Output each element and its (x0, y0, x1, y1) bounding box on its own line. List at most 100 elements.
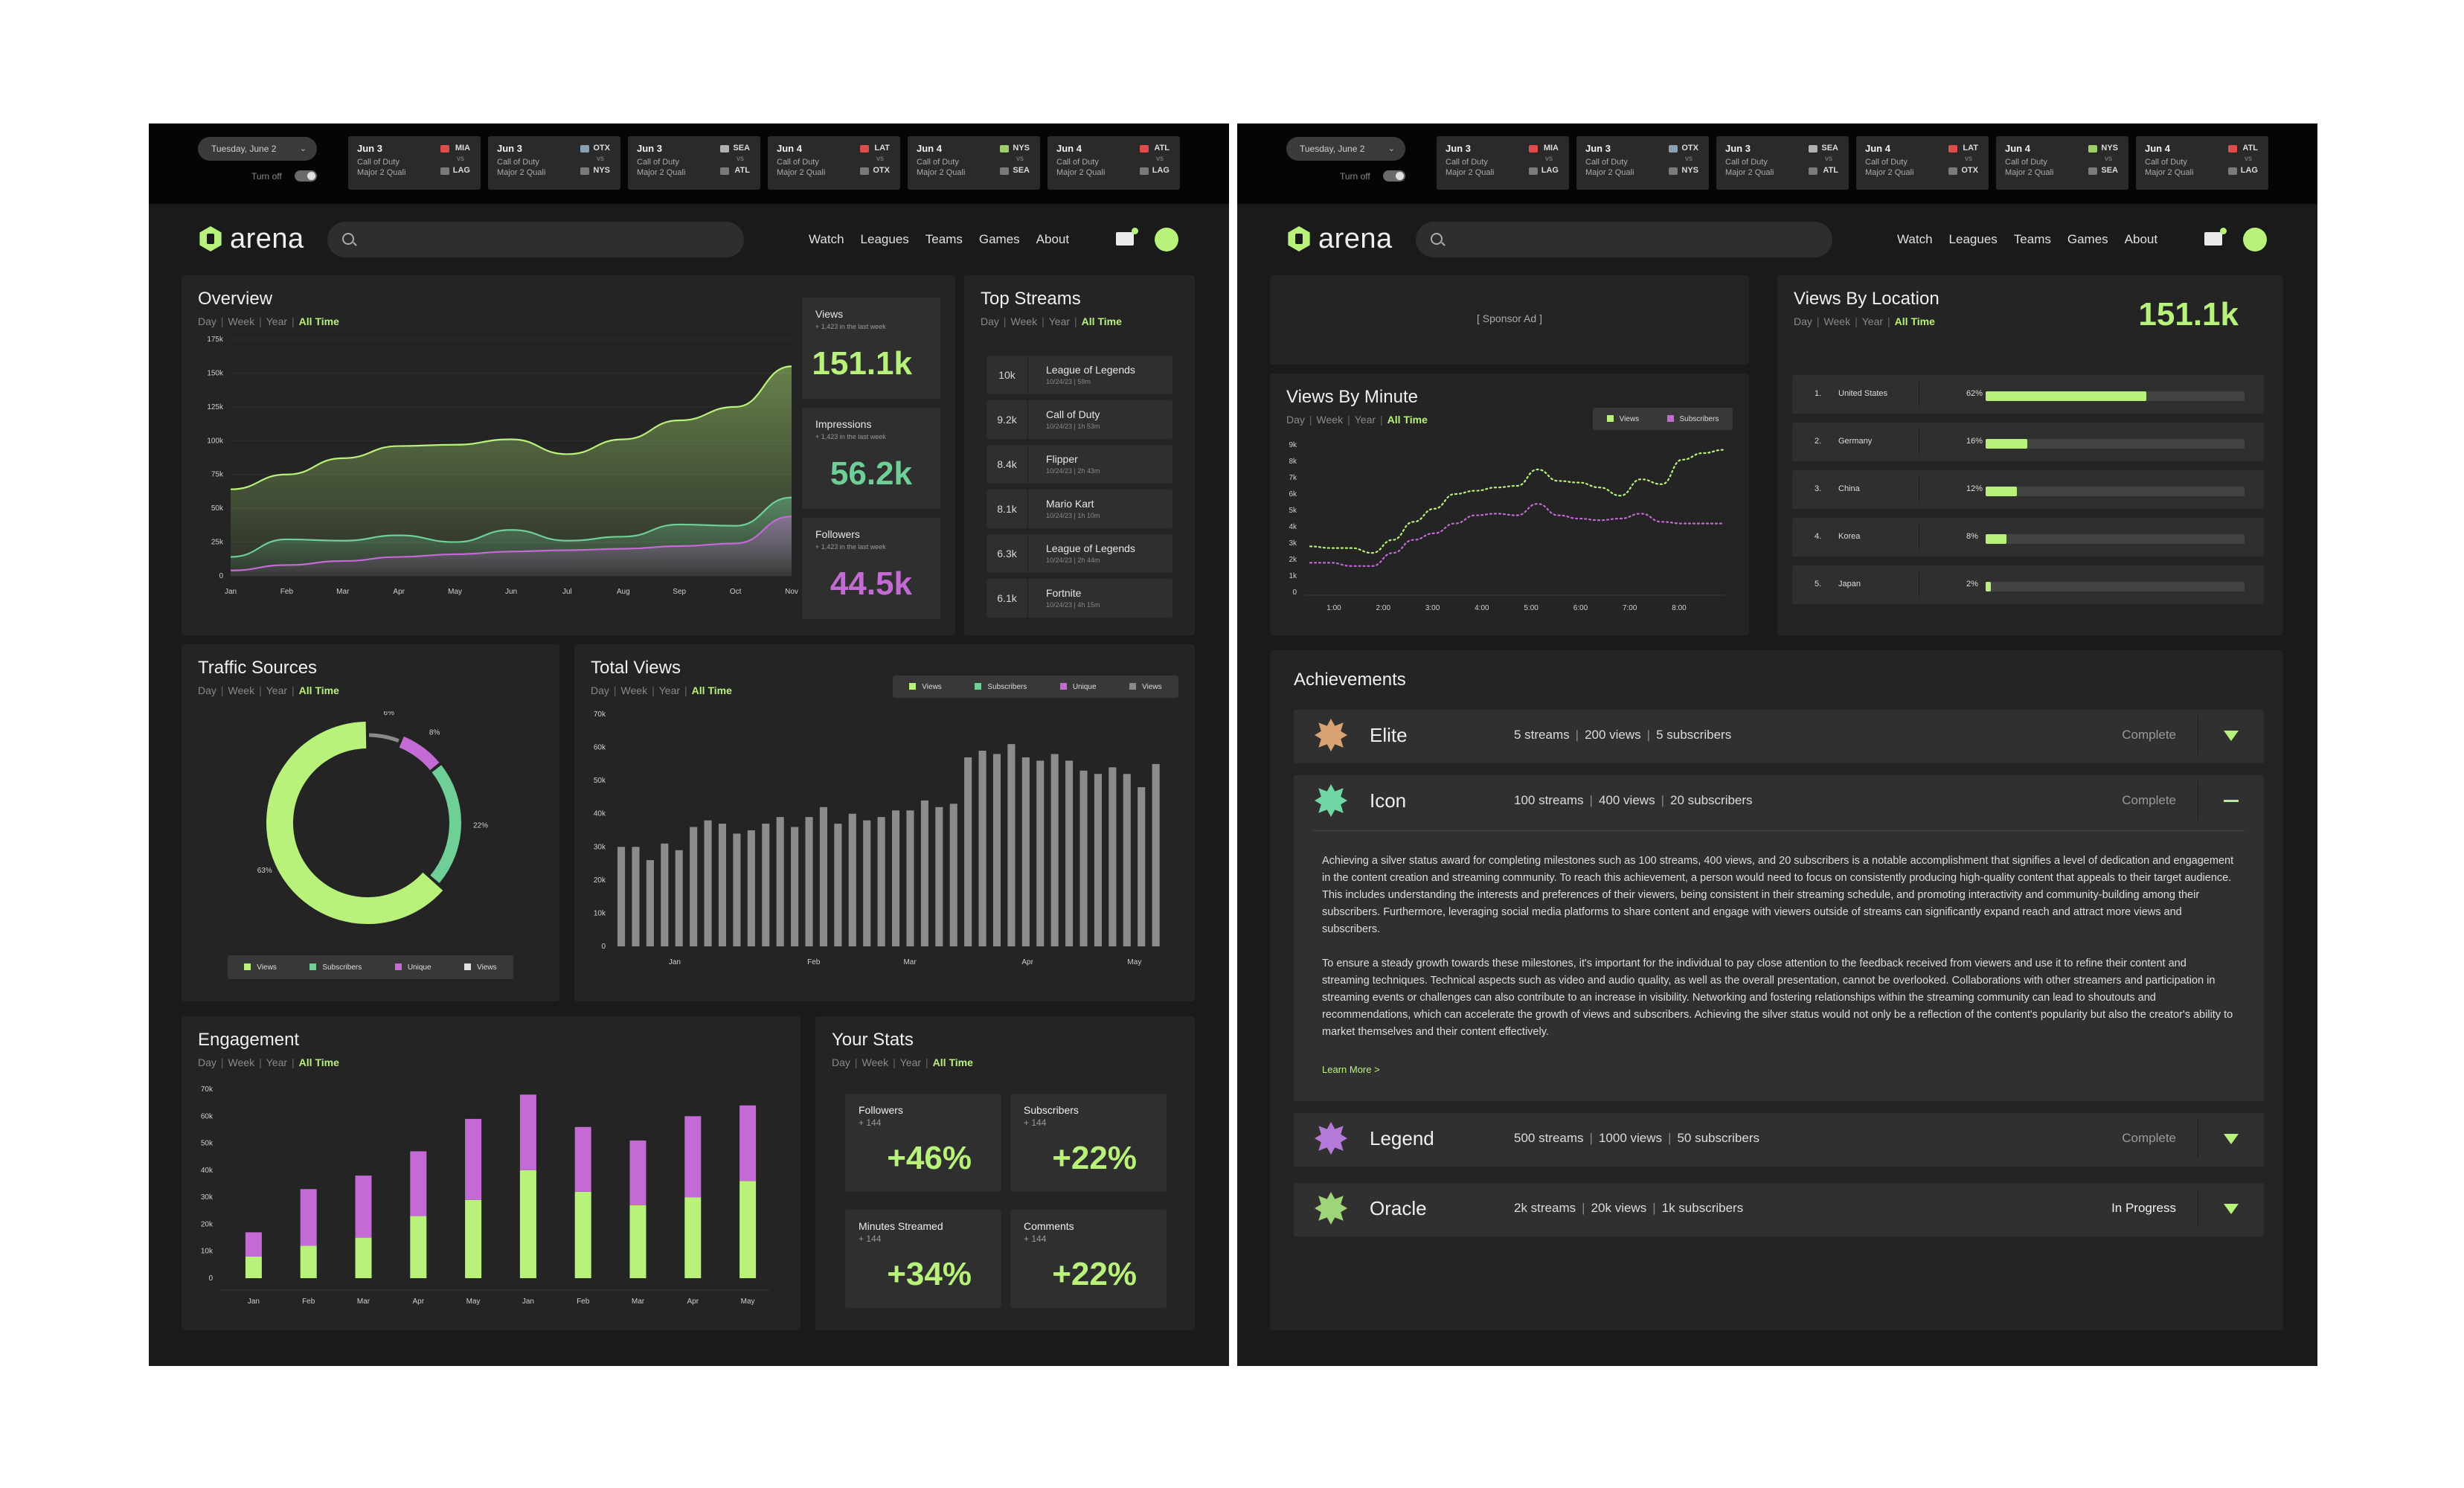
achievement-elite[interactable]: Elite 5 streams | 200 views | 5 subscribers … (1294, 710, 2264, 763)
nav-watch[interactable]: Watch (809, 232, 844, 246)
timeframe-all-time[interactable]: All Time (932, 1056, 973, 1068)
match-card[interactable]: Jun 4 Call of Duty Major 2 Quali LAT vs OTX (768, 136, 900, 190)
achievement-icon-expanded[interactable]: Icon 100 streams | 400 views | 20 subscriber… (1294, 775, 2264, 1101)
match-card[interactable]: Jun 3 Call of Duty Major 2 Quali MIA vs LAG (1437, 136, 1569, 190)
match-card[interactable]: Jun 4 Call of Duty Major 2 Quali LAT vs OTX (1856, 136, 1989, 190)
top-stream-row[interactable]: 10k League of Legends 10/24/23 | 59m (986, 356, 1172, 394)
match-card[interactable]: Jun 4 Call of Duty Major 2 Quali NYS vs SEA (908, 136, 1040, 190)
match-vs: vs (1156, 155, 1164, 163)
date-select[interactable]: Tuesday, June 2 ⌄ (198, 137, 317, 161)
timeframe-all-time[interactable]: All Time (1081, 315, 1122, 327)
match-card[interactable]: Jun 3 Call of Duty Major 2 Quali SEA vs ATL (628, 136, 760, 190)
timeframe-week[interactable]: Week (1010, 315, 1038, 327)
match-card[interactable]: Jun 3 Call of Duty Major 2 Quali SEA vs ATL (1716, 136, 1849, 190)
match-card[interactable]: Jun 4 Call of Duty Major 2 Quali NYS vs SEA (1996, 136, 2128, 190)
expand-triangle-icon[interactable] (2224, 731, 2239, 741)
bar (920, 800, 928, 946)
timeframe-day[interactable]: Day (198, 315, 216, 327)
nav-teams[interactable]: Teams (925, 232, 963, 246)
timeframe-all-time[interactable]: All Time (1894, 315, 1935, 327)
mail-icon[interactable] (1116, 228, 1138, 246)
team-b: SEA (1013, 166, 1030, 175)
timeframe-week[interactable]: Week (1316, 414, 1344, 426)
top-stream-row[interactable]: 6.3k League of Legends 10/24/23 | 2h 44m (986, 534, 1172, 573)
learn-more-link[interactable]: Learn More > (1322, 1064, 1380, 1075)
nav-about[interactable]: About (1036, 232, 1070, 246)
date-select[interactable]: Tuesday, June 2 ⌄ (1286, 137, 1405, 161)
top-stream-row[interactable]: 9.2k Call of Duty 10/24/23 | 1h 53m (986, 400, 1172, 439)
timeframe-day[interactable]: Day (198, 684, 216, 696)
match-card[interactable]: Jun 3 Call of Duty Major 2 Quali MIA vs LAG (348, 136, 481, 190)
avatar[interactable] (2243, 228, 2267, 251)
nav-teams[interactable]: Teams (2013, 232, 2051, 246)
top-stream-row[interactable]: 8.4k Flipper 10/24/23 | 2h 43m (986, 445, 1172, 484)
timeframe-year[interactable]: Year (1354, 414, 1376, 426)
timeframe-day[interactable]: Day (981, 315, 999, 327)
timeframe-all-time[interactable]: All Time (298, 315, 339, 327)
timeframe-all-time[interactable]: All Time (298, 1056, 339, 1068)
search-input[interactable] (1416, 222, 1832, 257)
match-card[interactable]: Jun 3 Call of Duty Major 2 Quali OTX vs NYS (488, 136, 620, 190)
avatar[interactable] (1155, 228, 1178, 251)
mail-icon[interactable] (2204, 228, 2227, 246)
top-stream-row[interactable]: 8.1k Mario Kart 10/24/23 | 1h 10m (986, 490, 1172, 528)
timeframe-week[interactable]: Week (228, 684, 255, 696)
stream-game: Fortnite (1046, 587, 1082, 599)
bar-green (410, 1216, 427, 1278)
timeframe-year[interactable]: Year (266, 684, 288, 696)
timeframe-day[interactable]: Day (832, 1056, 850, 1068)
stream-meta: 10/24/23 | 59m (1046, 378, 1091, 385)
ticker-toggle[interactable] (295, 170, 317, 182)
nav-leagues[interactable]: Leagues (860, 232, 909, 246)
timeframe-year[interactable]: Year (658, 684, 681, 696)
nav-games[interactable]: Games (2067, 232, 2108, 246)
timeframe-year[interactable]: Year (266, 315, 288, 327)
collapse-icon[interactable] (2224, 800, 2239, 802)
match-card[interactable]: Jun 4 Call of Duty Major 2 Quali ATL vs LAG (2136, 136, 2268, 190)
expand-triangle-icon[interactable] (2224, 1204, 2239, 1214)
timeframe-day[interactable]: Day (1286, 414, 1305, 426)
arena-logo[interactable]: arena (1286, 225, 1393, 253)
achievement-oracle[interactable]: Oracle 2k streams | 20k views | 1k subscribe… (1294, 1183, 2264, 1237)
top-stream-row[interactable]: 6.1k Fortnite 10/24/23 | 4h 15m (986, 579, 1172, 618)
stream-count: 8.1k (986, 490, 1028, 528)
stat-views-label: Views (815, 308, 844, 320)
achievement-legend[interactable]: Legend 500 streams | 1000 views | 50 subscri… (1294, 1113, 2264, 1167)
match-ticker: Tuesday, June 2 ⌄ Turn off Jun 3 Call of D… (1237, 124, 2317, 204)
search-input[interactable] (327, 222, 744, 257)
ticker-toggle[interactable] (1383, 170, 1405, 182)
nav-games[interactable]: Games (978, 232, 1020, 246)
timeframe-week[interactable]: Week (862, 1056, 889, 1068)
timeframe-all-time[interactable]: All Time (1387, 414, 1428, 426)
match-date: Jun 3 (497, 143, 522, 154)
bar (617, 847, 626, 946)
timeframe-day[interactable]: Day (1794, 315, 1812, 327)
timeframe-week[interactable]: Week (620, 684, 648, 696)
nav-about[interactable]: About (2124, 232, 2158, 246)
timeframe-all-time[interactable]: All Time (298, 684, 339, 696)
timeframe-day[interactable]: Day (591, 684, 609, 696)
arena-logo[interactable]: arena (198, 225, 304, 253)
timeframe-all-time[interactable]: All Time (691, 684, 732, 696)
match-card[interactable]: Jun 4 Call of Duty Major 2 Quali ATL vs LAG (1047, 136, 1180, 190)
timeframe-year[interactable]: Year (266, 1056, 288, 1068)
timeframe-week[interactable]: Week (228, 315, 255, 327)
nav-watch[interactable]: Watch (1897, 232, 1933, 246)
timeframe-year[interactable]: Year (1048, 315, 1071, 327)
match-card[interactable]: Jun 3 Call of Duty Major 2 Quali OTX vs NYS (1576, 136, 1709, 190)
timeframe-year[interactable]: Year (899, 1056, 922, 1068)
timeframe-day[interactable]: Day (198, 1056, 216, 1068)
timeframe-week[interactable]: Week (228, 1056, 255, 1068)
team-logo-icon (860, 167, 869, 175)
timeframe-week[interactable]: Week (1823, 315, 1851, 327)
x-tick-label: Jan (669, 958, 681, 966)
timeframe-year[interactable]: Year (1861, 315, 1884, 327)
achievements-title: Achievements (1294, 670, 1406, 690)
bar-green (519, 1170, 536, 1278)
sponsor-ad[interactable]: [ Sponsor Ad ] (1270, 275, 1749, 365)
match-date: Jun 4 (1056, 143, 1082, 154)
expand-triangle-icon[interactable] (2224, 1134, 2239, 1144)
bar-purple (245, 1232, 262, 1257)
nav-leagues[interactable]: Leagues (1948, 232, 1998, 246)
location-bar-fill (1986, 439, 2027, 449)
